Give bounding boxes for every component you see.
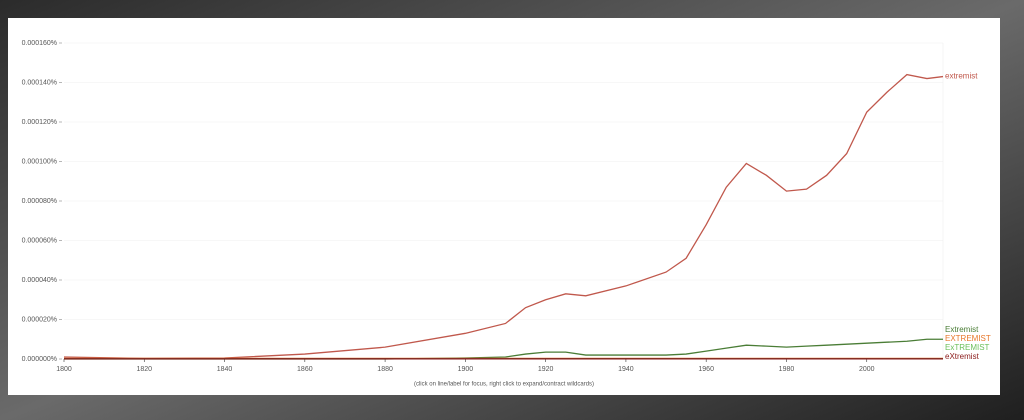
legend-label: ExTREMIST xyxy=(945,343,990,352)
y-tick-label: 0.000120% xyxy=(22,119,57,126)
y-tick-label: 0.000020% xyxy=(22,316,57,323)
legend-label: EXTREMIST xyxy=(945,334,991,343)
x-tick-label: 1860 xyxy=(297,366,313,373)
y-tick-label: 0.000080% xyxy=(22,198,57,205)
y-tick-label: 0.000160% xyxy=(22,40,57,47)
y-tick-label: 0.000000% xyxy=(22,356,57,363)
x-tick-label: 1920 xyxy=(538,366,554,373)
x-tick-label: 1980 xyxy=(779,366,795,373)
x-tick-label: 1820 xyxy=(136,366,152,373)
chart-panel xyxy=(8,18,1000,395)
x-tick-label: 1900 xyxy=(458,366,474,373)
x-tick-label: 1960 xyxy=(698,366,714,373)
x-tick-label: 1800 xyxy=(56,366,72,373)
legend-label: eXtremist xyxy=(945,352,980,361)
legend-label: Extremist xyxy=(945,325,979,334)
legend-label: extremist xyxy=(945,72,978,81)
x-tick-label: 1880 xyxy=(377,366,393,373)
x-tick-label: 1940 xyxy=(618,366,634,373)
y-tick-label: 0.000140% xyxy=(22,79,57,86)
y-tick-label: 0.000060% xyxy=(22,237,57,244)
y-tick-label: 0.000100% xyxy=(22,158,57,165)
series-line xyxy=(63,73,944,360)
x-tick-label: 1840 xyxy=(217,366,233,373)
x-tick-label: 2000 xyxy=(859,366,875,373)
chart-note: (click on line/label for focus, right cl… xyxy=(414,382,594,388)
y-tick-label: 0.000040% xyxy=(22,277,57,284)
